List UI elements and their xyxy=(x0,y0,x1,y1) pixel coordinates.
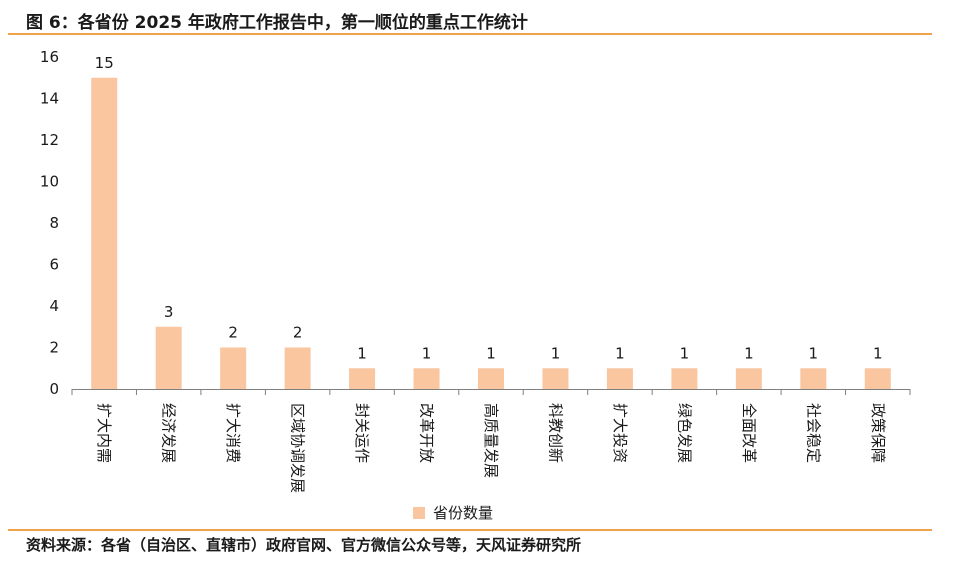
data-label: 1 xyxy=(357,344,367,362)
y-tick-label: 16 xyxy=(40,48,59,66)
category-label: 全面改革 xyxy=(740,403,758,463)
category-label: 政策保障 xyxy=(869,403,887,463)
bar xyxy=(478,368,504,389)
legend: 省份数量 xyxy=(413,502,493,523)
category-label: 社会稳定 xyxy=(804,403,822,463)
category-label: 绿色发展 xyxy=(675,403,693,463)
data-label: 1 xyxy=(809,344,819,362)
y-tick-label: 12 xyxy=(40,131,59,149)
legend-swatch xyxy=(413,506,425,519)
data-label: 2 xyxy=(228,324,238,342)
bar xyxy=(671,368,698,389)
data-label: 1 xyxy=(486,344,496,362)
bar xyxy=(349,368,376,389)
y-tick-label: 4 xyxy=(49,297,59,315)
y-tick-label: 2 xyxy=(49,339,59,357)
bar xyxy=(155,326,182,389)
category-label: 改革开放 xyxy=(418,403,436,463)
bottom-rule xyxy=(8,529,932,531)
top-rule xyxy=(8,33,932,35)
bar xyxy=(542,368,569,389)
y-tick-label: 0 xyxy=(49,380,59,398)
data-label: 1 xyxy=(422,344,432,362)
bar xyxy=(735,368,762,389)
data-label: 2 xyxy=(293,324,303,342)
data-label: 15 xyxy=(95,54,114,72)
legend-label: 省份数量 xyxy=(433,504,494,522)
data-label: 1 xyxy=(615,344,625,362)
y-tick-label: 14 xyxy=(40,90,59,108)
bar xyxy=(800,368,827,389)
data-label: 1 xyxy=(744,344,754,362)
category-label: 扩大投资 xyxy=(611,403,629,463)
category-label: 区域协调发展 xyxy=(289,403,307,493)
data-label: 1 xyxy=(680,344,690,362)
bar xyxy=(220,347,247,389)
source-note: 资料来源：各省（自治区、直辖市）政府官网、官方微信公众号等，天风证券研究所 xyxy=(26,536,582,554)
bar xyxy=(413,368,440,389)
category-label: 经济发展 xyxy=(160,403,178,463)
data-label: 1 xyxy=(873,344,883,362)
chart-title: 图 6：各省份 2025 年政府工作报告中，第一顺位的重点工作统计 xyxy=(26,13,528,33)
category-label: 科教创新 xyxy=(546,403,564,463)
y-tick-label: 6 xyxy=(49,256,59,274)
category-label: 扩大内需 xyxy=(95,403,113,463)
y-tick-label: 10 xyxy=(40,173,59,191)
y-tick-label: 8 xyxy=(49,214,59,232)
bar xyxy=(864,368,891,389)
category-label: 高质量发展 xyxy=(482,403,500,478)
bar xyxy=(284,347,311,389)
bar xyxy=(91,77,118,389)
data-label: 1 xyxy=(551,344,561,362)
category-label: 扩大消费 xyxy=(224,403,242,463)
category-label: 封关运作 xyxy=(353,403,371,463)
bar xyxy=(606,368,633,389)
data-label: 3 xyxy=(164,303,174,321)
